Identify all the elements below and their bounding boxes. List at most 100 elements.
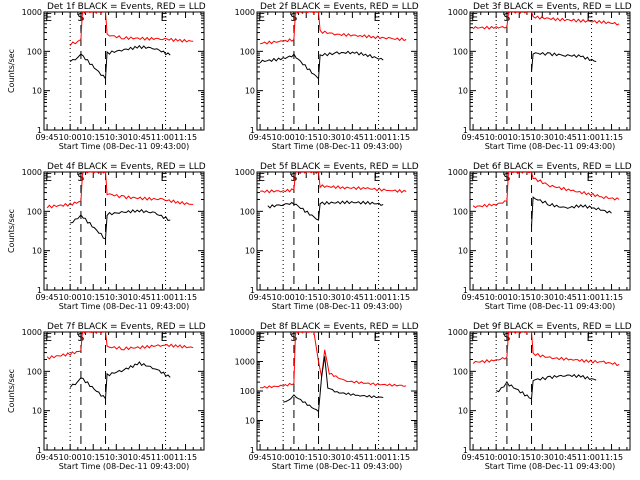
detector-panel-6: Det 6f BLACK = Events, RED = LLD 1 10 100 10… (448, 162, 632, 311)
x-tick-label: 10:15 (508, 293, 531, 302)
x-tick-label: 10:15 (508, 453, 531, 462)
x-tick-label: 10:45 (128, 133, 151, 142)
x-tick-label: 10:30 (105, 453, 128, 462)
y-tick-label: 1000 (448, 8, 468, 17)
y-tick-label: 100 (240, 207, 255, 216)
y-tick-label: 100 (240, 47, 255, 56)
y-tick-label: 100 (27, 207, 42, 216)
marker-e-end: E (374, 11, 381, 24)
x-tick-label: 09:45 (462, 293, 485, 302)
marker-e-start: E (471, 11, 478, 24)
detector-panel-7: Det 7f BLACK = Events, RED = LLD 1 10 100 10… (7, 322, 206, 471)
series-lld-line (472, 332, 620, 367)
x-tick-label: 11:00 (151, 293, 174, 302)
panel-title: Det 5f BLACK = Events, RED = LLD (260, 162, 419, 172)
x-axis-label: Start Time (08-Dec-11 09:43:00) (485, 142, 616, 151)
detector-panel-9: Det 9f BLACK = Events, RED = LLD 1 10 100 10… (448, 322, 632, 471)
y-tick-label: 10 (32, 87, 42, 96)
x-tick-label: 11:15 (387, 133, 410, 142)
y-tick-label: 100 (453, 367, 468, 376)
x-tick-label: 10:30 (531, 133, 554, 142)
x-tick-label: 10:30 (531, 453, 554, 462)
x-tick-label: 09:45 (249, 293, 272, 302)
x-tick-label: 11:00 (151, 133, 174, 142)
series-lld-line (69, 12, 194, 46)
x-tick-label: 10:00 (59, 133, 82, 142)
x-axis-label: Start Time (08-Dec-11 09:43:00) (59, 302, 190, 311)
x-tick-label: 11:00 (364, 133, 387, 142)
marker-e-start: E (258, 171, 265, 184)
panel-title: Det 4f BLACK = Events, RED = LLD (47, 162, 206, 172)
y-tick-label: 1 (463, 126, 468, 135)
x-tick-label: 09:45 (36, 453, 59, 462)
x-tick-label: 10:30 (105, 293, 128, 302)
x-axis-label: Start Time (08-Dec-11 09:43:00) (485, 462, 616, 471)
x-tick-label: 11:15 (387, 453, 410, 462)
x-tick-label: 11:00 (577, 293, 600, 302)
x-axis-label: Start Time (08-Dec-11 09:43:00) (59, 142, 190, 151)
y-tick-label: 10 (245, 87, 255, 96)
x-tick-label: 10:15 (82, 293, 105, 302)
x-tick-label: 10:15 (295, 453, 318, 462)
plot-frame (256, 331, 418, 451)
panel-title: Det 9f BLACK = Events, RED = LLD (473, 322, 632, 332)
panel-title: Det 3f BLACK = Events, RED = LLD (473, 2, 632, 12)
x-tick-label: 10:00 (272, 293, 295, 302)
x-tick-label: 10:00 (272, 453, 295, 462)
plot-frame (469, 331, 631, 451)
plot-frame (469, 11, 631, 131)
series-lld-line (472, 12, 620, 30)
panel-title: Det 1f BLACK = Events, RED = LLD (47, 2, 206, 12)
panel-title: Det 8f BLACK = Events, RED = LLD (260, 322, 419, 332)
x-tick-label: 10:00 (485, 133, 508, 142)
marker-e-start: E (258, 11, 265, 24)
marker-e-start: E (258, 331, 265, 344)
x-tick-label: 10:15 (295, 133, 318, 142)
x-tick-label: 11:15 (174, 293, 197, 302)
y-tick-label: 1000 (235, 168, 255, 177)
x-axis-label: Start Time (08-Dec-11 09:43:00) (485, 302, 616, 311)
x-axis-label: Start Time (08-Dec-11 09:43:00) (272, 142, 403, 151)
x-axis-label: Start Time (08-Dec-11 09:43:00) (272, 302, 403, 311)
x-tick-label: 11:00 (364, 453, 387, 462)
x-tick-label: 10:00 (59, 293, 82, 302)
x-tick-label: 10:45 (341, 293, 364, 302)
x-tick-label: 09:45 (249, 133, 272, 142)
marker-e-start: E (45, 11, 52, 24)
x-tick-label: 11:00 (577, 133, 600, 142)
y-tick-label: 10 (245, 247, 255, 256)
plot-frame (469, 171, 631, 291)
plot-frame (256, 11, 418, 131)
x-tick-label: 09:45 (462, 133, 485, 142)
series-events-line (69, 361, 171, 401)
marker-e-start: E (471, 331, 478, 344)
x-tick-label: 11:00 (577, 453, 600, 462)
detector-panel-3: Det 3f BLACK = Events, RED = LLD 1 10 100 10… (448, 2, 632, 151)
y-tick-label: 1 (37, 446, 42, 455)
marker-s: S (503, 171, 510, 184)
x-tick-label: 10:30 (318, 133, 341, 142)
x-tick-label: 10:30 (105, 133, 128, 142)
x-tick-label: 10:15 (82, 133, 105, 142)
marker-e-end: E (161, 331, 168, 344)
series-lld-line (260, 172, 407, 194)
marker-s: S (290, 331, 297, 344)
y-tick-label: 100 (240, 387, 255, 396)
y-tick-label: 100 (27, 367, 42, 376)
panel-title: Det 6f BLACK = Events, RED = LLD (473, 162, 632, 172)
x-tick-label: 10:45 (128, 453, 151, 462)
x-tick-label: 10:30 (318, 293, 341, 302)
y-tick-label: 1000 (235, 8, 255, 17)
x-tick-label: 10:00 (59, 453, 82, 462)
y-tick-label: 1000 (448, 168, 468, 177)
series-events-line (283, 356, 384, 413)
x-tick-label: 11:15 (600, 453, 623, 462)
x-tick-label: 10:30 (531, 293, 554, 302)
series-events-line (267, 200, 384, 221)
series-events-line (69, 44, 171, 81)
x-tick-label: 10:15 (295, 293, 318, 302)
marker-e-end: E (374, 171, 381, 184)
x-tick-label: 11:00 (364, 293, 387, 302)
detector-panel-1: Det 1f BLACK = Events, RED = LLD 1 10 100 10… (7, 2, 206, 151)
